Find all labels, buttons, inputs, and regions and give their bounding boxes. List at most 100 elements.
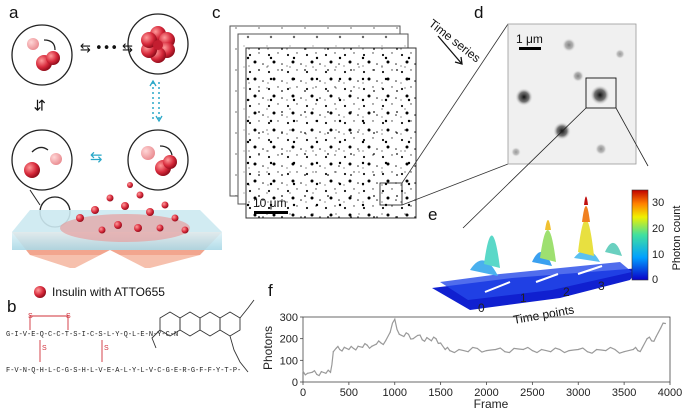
insulin-b-chain: F-V-N-Q-H-L-C-G-S-H-L-V-E-A-L-Y-L-V-C-G-… bbox=[6, 367, 241, 375]
atto655-structure bbox=[151, 299, 255, 373]
dimer-dissociation-circle bbox=[11, 129, 73, 191]
data-point bbox=[550, 351, 552, 353]
panel-d-label: d bbox=[474, 3, 483, 22]
data-point bbox=[467, 351, 469, 353]
panel-a-label: a bbox=[9, 3, 19, 22]
data-point bbox=[577, 348, 579, 351]
x-tick-label: 2000 bbox=[474, 387, 498, 399]
scale-bar-10um bbox=[254, 211, 288, 214]
data-point bbox=[380, 342, 382, 344]
data-point bbox=[335, 347, 337, 350]
y-tick-label: 300 bbox=[280, 312, 298, 324]
sulfur-label: S bbox=[66, 313, 71, 320]
panel-b-label: b bbox=[7, 297, 16, 316]
data-point bbox=[504, 351, 506, 353]
data-point bbox=[586, 351, 589, 353]
sulfur-label: S bbox=[104, 345, 109, 352]
data-point bbox=[559, 348, 561, 351]
legend-marker bbox=[34, 286, 46, 298]
data-point bbox=[371, 345, 373, 347]
zoom-box bbox=[379, 182, 403, 206]
data-point bbox=[417, 334, 419, 337]
data-point bbox=[637, 349, 639, 352]
data-point bbox=[403, 335, 405, 338]
data-point bbox=[320, 371, 322, 373]
data-point bbox=[325, 372, 327, 374]
data-point bbox=[329, 371, 332, 373]
spot-selection-box bbox=[585, 77, 617, 109]
data-point bbox=[398, 333, 400, 335]
data-point bbox=[352, 347, 355, 350]
data-point bbox=[495, 348, 497, 351]
scale-bar-label: 10 μm bbox=[253, 196, 287, 210]
photon-trace-chart: 0 500 1000 1500 2000 2500 3000 3500 4000 0 100 200 3… bbox=[280, 312, 683, 399]
x-tick-label: 1000 bbox=[383, 387, 407, 399]
panel-c-label: c bbox=[212, 3, 221, 22]
vertical-equilibrium-left: ⇆ bbox=[31, 99, 49, 112]
data-point bbox=[339, 348, 341, 351]
insulin-a-chain: G-I-V-E-Q-C-C-T-S-I-C-S-L-Y-Q-L-E-N-Y-C-… bbox=[6, 331, 178, 339]
data-point bbox=[458, 348, 460, 351]
data-point bbox=[641, 346, 644, 348]
x-tick-label: 0 bbox=[300, 387, 306, 399]
colorbar-tick: 10 bbox=[652, 249, 664, 261]
colorbar-tick: 0 bbox=[652, 274, 658, 286]
monomer-dimer-circle bbox=[11, 24, 73, 86]
sulfur-label: S bbox=[42, 345, 47, 352]
panel-f-label: f bbox=[268, 281, 273, 300]
time-series-label: Time series bbox=[426, 16, 483, 65]
data-point bbox=[568, 349, 570, 352]
sulfur-label: S bbox=[28, 313, 33, 320]
time-point-1: 1 bbox=[520, 291, 527, 305]
legend-text: Insulin with ATTO655 bbox=[52, 285, 165, 299]
data-point bbox=[389, 331, 391, 333]
tetramer-circle bbox=[127, 129, 189, 191]
x-tick-label: 1500 bbox=[428, 387, 452, 399]
data-point bbox=[311, 371, 313, 373]
x-tick-label: 3000 bbox=[566, 387, 590, 399]
colorbar-tick: 20 bbox=[652, 223, 664, 235]
data-point bbox=[421, 339, 423, 341]
panel-c: c 10 μm Time series bbox=[212, 3, 483, 219]
data-point bbox=[623, 351, 625, 353]
vertical-equilibrium-right bbox=[149, 79, 163, 123]
panel-f: f 0 500 1000 1500 2000 2500 3000 3500 4000010020… bbox=[261, 281, 682, 411]
data-point bbox=[332, 351, 334, 353]
data-point bbox=[426, 336, 428, 339]
colorbar bbox=[631, 189, 649, 281]
x-tick-label: 4000 bbox=[658, 387, 682, 399]
data-point bbox=[476, 347, 478, 350]
data-point bbox=[407, 333, 410, 335]
insulin-molecules bbox=[76, 182, 189, 234]
data-point bbox=[348, 348, 350, 351]
data-point bbox=[596, 348, 598, 351]
cyan-equilibrium-arrow: ⇆ bbox=[90, 148, 103, 166]
panel-a: a ⇆ ••• ⇆ ⇆ bbox=[9, 3, 222, 299]
time-points-label: Time points bbox=[512, 302, 575, 326]
data-point bbox=[435, 338, 437, 340]
x-tick-label: 500 bbox=[340, 387, 358, 399]
data-point bbox=[394, 318, 396, 320]
data-point bbox=[430, 340, 433, 342]
data-point bbox=[485, 349, 488, 352]
panel-d: d 1 μm bbox=[401, 3, 649, 229]
data-point bbox=[651, 340, 653, 342]
colorbar-title: Photon count bbox=[671, 206, 683, 271]
hexamer-circle bbox=[127, 13, 189, 75]
chart-xlabel: Frame bbox=[474, 397, 509, 411]
scale-bar-label: 1 μm bbox=[516, 32, 543, 46]
data-point bbox=[655, 335, 657, 338]
data-point bbox=[412, 338, 414, 340]
data-point bbox=[357, 345, 359, 347]
time-point-0: 0 bbox=[478, 301, 485, 315]
data-point bbox=[316, 373, 318, 376]
data-point bbox=[444, 348, 446, 351]
y-tick-label: 200 bbox=[280, 334, 298, 346]
panel-e: e 0 1 2 3 Time points 30 20 bbox=[428, 189, 683, 327]
y-tick-label: 100 bbox=[280, 355, 298, 367]
x-tick-label: 3500 bbox=[612, 387, 636, 399]
coverslip-scene bbox=[12, 182, 222, 268]
data-point bbox=[664, 322, 667, 325]
panel-e-label: e bbox=[428, 205, 437, 224]
y-tick-label: 0 bbox=[292, 377, 298, 389]
